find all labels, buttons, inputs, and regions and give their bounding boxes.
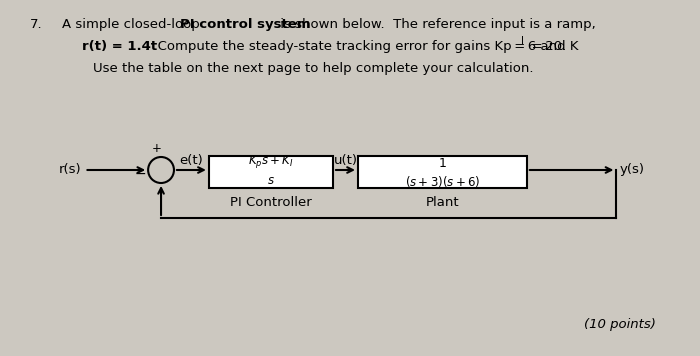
Text: $(s+3)(s+6)$: $(s+3)(s+6)$: [405, 174, 480, 189]
Text: = 20.: = 20.: [528, 40, 566, 53]
Text: $s$: $s$: [267, 174, 275, 187]
Text: Plant: Plant: [426, 196, 459, 209]
Text: e(t): e(t): [179, 154, 203, 167]
Text: I: I: [521, 36, 524, 46]
Text: y(s): y(s): [620, 163, 644, 177]
Text: is shown below.  The reference input is a ramp,: is shown below. The reference input is a…: [276, 18, 596, 31]
Text: (10 points): (10 points): [584, 318, 656, 331]
Text: PI control system: PI control system: [180, 18, 310, 31]
Text: r(s): r(s): [59, 163, 81, 177]
Text: $K_ps + K_I$: $K_ps + K_I$: [248, 153, 294, 170]
Text: u(t): u(t): [333, 154, 358, 167]
Text: $1$: $1$: [438, 157, 447, 170]
Text: 7.: 7.: [30, 18, 43, 31]
Bar: [209, 156, 333, 188]
Text: −: −: [134, 167, 146, 181]
Text: .  Compute the steady-state tracking error for gains Kp = 6 and K: . Compute the steady-state tracking erro…: [145, 40, 579, 53]
Bar: [358, 156, 527, 188]
Text: r(t) = 1.4t: r(t) = 1.4t: [81, 40, 157, 53]
Text: A simple closed-loop: A simple closed-loop: [62, 18, 204, 31]
Text: +: +: [152, 142, 162, 155]
Text: PI Controller: PI Controller: [230, 196, 312, 209]
Text: Use the table on the next page to help complete your calculation.: Use the table on the next page to help c…: [93, 62, 534, 75]
